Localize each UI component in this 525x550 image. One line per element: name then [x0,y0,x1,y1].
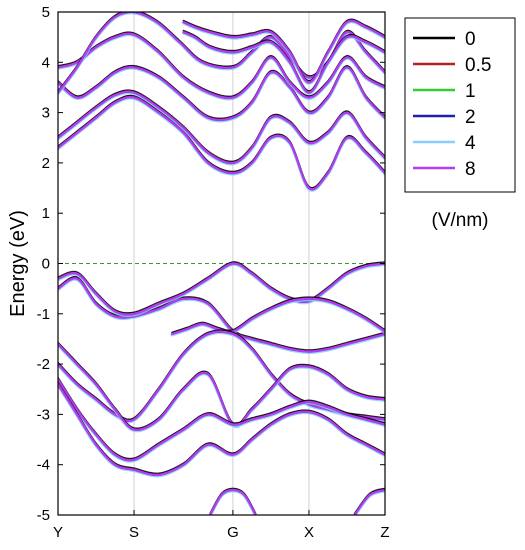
band-12-field-3 [58,66,385,122]
legend-label-0: 0 [465,29,476,50]
band-16-field-5 [182,19,385,84]
legend-label-2: 1 [465,81,476,102]
ytick-label-3: 3 [42,105,50,122]
kpoint-label-Z: Z [380,524,389,541]
band-12-field-2 [58,66,385,121]
legend-box [404,17,516,193]
ytick-label-5: 5 [42,4,50,21]
band-2-field-5 [58,262,385,316]
ytick-label--2: -2 [37,356,50,373]
legend-label-4: 4 [465,133,476,154]
band-13-field-5 [58,32,385,100]
band-11-field-3 [58,91,385,165]
y-axis-title: Energy (eV) [7,210,29,317]
band-6-field-5 [58,378,385,462]
band-12-field-5 [58,66,385,121]
legend-label-3: 2 [465,107,476,128]
kpoint-label-Y: Y [53,524,63,541]
band-10-field-4 [58,96,385,192]
band-9-field-5 [353,488,385,515]
band-curves [58,12,385,515]
ytick-label--3: -3 [37,406,50,423]
band-10-field-5 [58,95,385,191]
ytick-label-4: 4 [42,54,50,71]
ytick-label--4: -4 [37,457,50,474]
y-axis-ticks: -5 -4 -3 -2 -1 0 1 2 3 4 5 [37,4,385,524]
band-8-field-5 [209,488,257,515]
ytick-label--1: -1 [37,306,50,323]
ytick-label-1: 1 [42,205,50,222]
legend-unit: (V/nm) [432,210,489,231]
band-7-field-5 [58,383,385,476]
ytick-label-0: 0 [42,256,50,273]
legend-label-1: 0.5 [465,55,491,76]
band-3-field-0 [171,296,385,334]
band-16-field-0 [182,18,385,82]
band-5-field-0 [58,341,385,430]
band-3-field-5 [171,297,385,335]
ytick-label-2: 2 [42,155,50,172]
band-15-field-5 [182,31,385,94]
band-15-field-0 [182,29,385,92]
band-11-field-4 [58,90,385,166]
kpoint-label-S: S [129,524,139,541]
ytick-label--5: -5 [37,507,50,524]
band-5-field-1 [58,342,385,430]
legend-label-5: 8 [465,159,476,180]
kpoint-label-G: G [227,524,239,541]
legend-entries: 0 0.5 1 2 4 8 [413,29,491,180]
kpoint-label-X: X [304,524,314,541]
band-2-field-4 [58,262,385,317]
band-11-field-5 [58,90,385,165]
band-5-field-2 [58,342,385,431]
legend: 0 0.5 1 2 4 8 [404,17,516,193]
